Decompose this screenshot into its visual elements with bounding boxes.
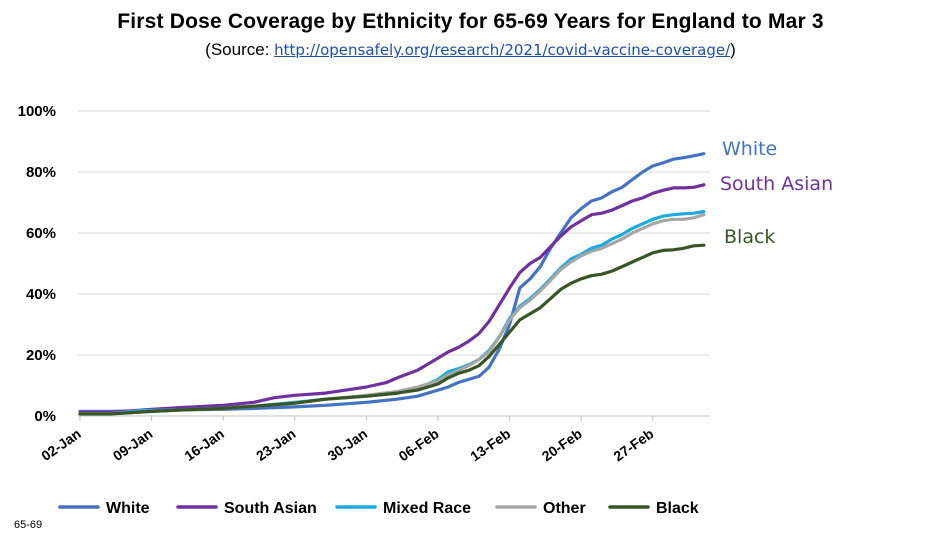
legend-label: Mixed Race [383, 500, 471, 517]
subtitle-suffix: ) [730, 40, 736, 59]
series-line-black [78, 243, 706, 416]
legend-label: Other [543, 500, 586, 517]
legend-label: Black [656, 500, 699, 517]
x-tick-label: 02-Jan [38, 425, 84, 464]
series-line-other [78, 213, 706, 416]
y-tick-label: 40% [26, 286, 56, 303]
legend-item-south-asian: South Asian [176, 500, 317, 517]
y-tick-label: 80% [26, 164, 56, 181]
x-tick-label: 09-Jan [110, 425, 156, 464]
x-tick-label: 16-Jan [181, 425, 227, 464]
chart-title: First Dose Coverage by Ethnicity for 65-… [117, 10, 824, 33]
legend-item-black: Black [608, 500, 699, 517]
legend-label: South Asian [224, 500, 317, 517]
source-link[interactable]: http://opensafely.org/research/2021/covi… [274, 41, 731, 59]
direct-label-black: Black [724, 226, 775, 248]
y-tick-label: 0% [34, 408, 56, 425]
series-line-white [78, 152, 706, 413]
x-tick-label: 30-Jan [325, 425, 371, 464]
footnote: 65-69 [14, 519, 43, 531]
legend-item-mixed-race: Mixed Race [335, 500, 471, 517]
x-tick-label: 23-Jan [253, 425, 299, 464]
chart-subtitle: (Source: http://opensafely.org/research/… [0, 40, 941, 60]
series-line-mixed-race [78, 210, 706, 416]
x-tick-label: 13-Feb [467, 425, 513, 464]
legend-item-other: Other [495, 500, 586, 517]
series-line-south-asian [78, 183, 706, 414]
x-tick-label: 06-Feb [396, 425, 442, 464]
x-tick-label: 27-Feb [610, 425, 656, 464]
direct-label-white: White [722, 138, 777, 160]
y-tick-label: 100% [18, 103, 56, 120]
y-tick-label: 60% [26, 225, 56, 242]
legend-item-white: White [58, 500, 150, 517]
subtitle-prefix: (Source: [205, 40, 275, 59]
y-tick-label: 20% [26, 347, 56, 364]
x-tick-label: 20-Feb [539, 425, 585, 464]
legend-label: White [106, 500, 150, 517]
direct-label-south-asian: South Asian [720, 173, 833, 195]
